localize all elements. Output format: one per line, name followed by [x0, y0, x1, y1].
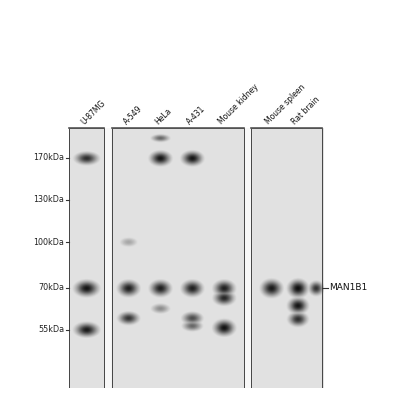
- Bar: [251, 128, 322, 388]
- Text: 100kDa: 100kDa: [33, 238, 64, 247]
- Text: 170kDa: 170kDa: [33, 153, 64, 162]
- Text: A-431: A-431: [185, 104, 207, 126]
- Text: A-549: A-549: [122, 104, 144, 126]
- Text: U-87MG: U-87MG: [80, 98, 108, 126]
- Text: Mouse spleen: Mouse spleen: [264, 83, 307, 126]
- Text: Rat brain: Rat brain: [290, 94, 322, 126]
- Text: 55kDa: 55kDa: [38, 325, 64, 334]
- Bar: [69, 128, 104, 388]
- Text: HeLa: HeLa: [153, 106, 173, 126]
- Text: MAN1B1: MAN1B1: [329, 284, 368, 292]
- Text: 130kDa: 130kDa: [33, 195, 64, 204]
- Text: Mouse kidney: Mouse kidney: [217, 82, 260, 126]
- Text: 70kDa: 70kDa: [38, 284, 64, 292]
- Bar: [112, 128, 244, 388]
